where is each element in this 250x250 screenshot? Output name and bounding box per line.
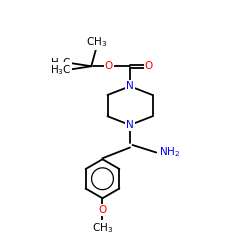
Text: NH$_2$: NH$_2$	[160, 146, 180, 160]
Text: H$_3$C: H$_3$C	[50, 63, 72, 77]
Text: O: O	[98, 205, 106, 215]
Text: O: O	[144, 61, 153, 71]
Text: H$_3$C: H$_3$C	[50, 56, 72, 70]
Text: CH$_3$: CH$_3$	[92, 221, 113, 235]
Text: N: N	[126, 120, 134, 130]
Text: N: N	[126, 81, 134, 91]
Text: CH$_3$: CH$_3$	[86, 36, 107, 50]
Text: O: O	[104, 61, 113, 71]
